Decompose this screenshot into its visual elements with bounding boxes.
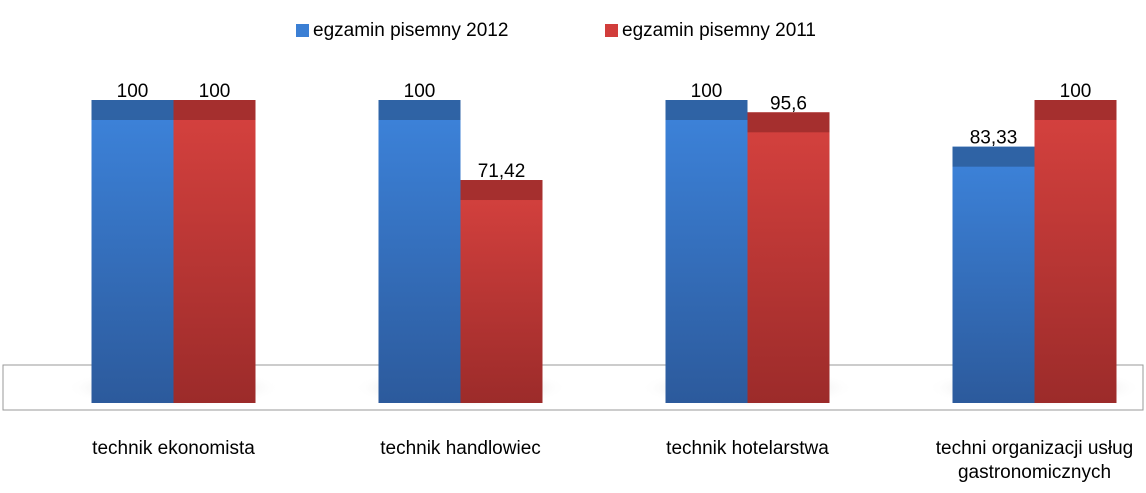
bar bbox=[665, 100, 748, 403]
bar-top bbox=[747, 112, 830, 133]
bar bbox=[747, 112, 830, 403]
bar bbox=[460, 180, 543, 403]
x-tick-label: techni organizacji usług gastronomicznyc… bbox=[935, 438, 1134, 483]
bar-top bbox=[952, 146, 1035, 167]
bar-top bbox=[665, 100, 748, 120]
data-label: 83,33 bbox=[970, 128, 1018, 149]
floor bbox=[2, 364, 1144, 411]
data-label: 95,6 bbox=[770, 93, 807, 114]
bar bbox=[91, 100, 174, 403]
data-label: 100 bbox=[691, 81, 723, 102]
bar-top bbox=[1034, 100, 1117, 120]
bar-top bbox=[91, 100, 174, 120]
bar-top bbox=[378, 100, 461, 120]
x-tick-label: technik handlowiec bbox=[380, 438, 541, 459]
x-tick-label: technik hotelarstwa bbox=[666, 438, 829, 459]
data-label: 100 bbox=[404, 81, 436, 102]
legend-swatch bbox=[605, 24, 618, 37]
legend-swatch bbox=[296, 24, 309, 37]
data-label: 100 bbox=[1060, 81, 1092, 102]
legend-label: egzamin pisemny 2011 bbox=[622, 20, 816, 41]
data-label: 100 bbox=[199, 81, 231, 102]
data-label: 71,42 bbox=[478, 161, 526, 182]
x-tick-label: technik ekonomista bbox=[92, 438, 255, 459]
legend-label: egzamin pisemny 2012 bbox=[313, 20, 508, 41]
bar bbox=[378, 100, 461, 403]
bar bbox=[173, 100, 256, 403]
bar-top bbox=[460, 180, 543, 201]
bar bbox=[952, 146, 1035, 403]
bar-top bbox=[173, 100, 256, 120]
bar bbox=[1034, 100, 1117, 403]
data-label: 100 bbox=[117, 81, 149, 102]
